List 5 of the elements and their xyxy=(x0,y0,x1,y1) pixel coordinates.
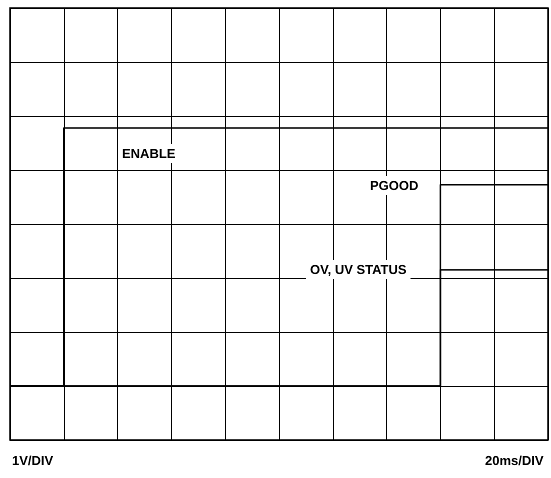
annotation: OV, UV STATUS xyxy=(310,262,407,277)
text: 20ms/DIV xyxy=(485,453,544,468)
annotation: ENABLE xyxy=(122,146,176,161)
annotation: PGOOD xyxy=(370,178,418,193)
text: 1V/DIV xyxy=(12,453,54,468)
